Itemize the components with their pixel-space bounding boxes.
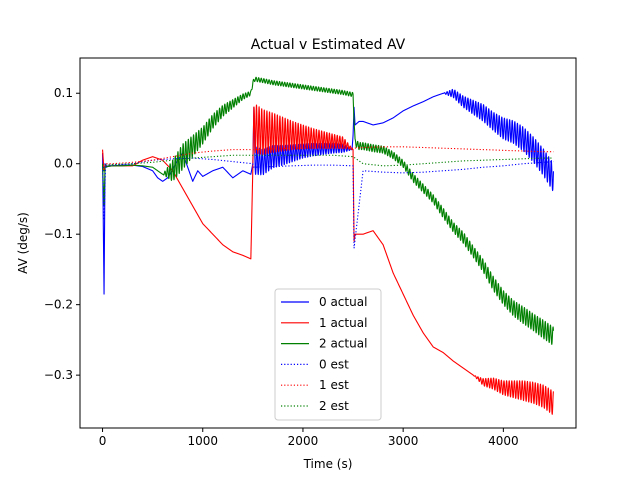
x-axis-label: Time (s)	[303, 457, 353, 471]
y-tick-label: −0.2	[44, 298, 73, 312]
y-axis: −0.3 −0.2 −0.1 0.0 0.1	[44, 86, 80, 382]
y-tick-label: −0.3	[44, 368, 73, 382]
legend-label: 2 actual	[319, 337, 367, 351]
series-line-2-actual	[102, 76, 554, 345]
x-tick-label: 4000	[488, 434, 519, 448]
legend-label: 1 actual	[319, 316, 367, 330]
x-tick-label: 1000	[187, 434, 218, 448]
y-tick-label: 0.1	[54, 86, 73, 100]
x-tick-label: 2000	[288, 434, 319, 448]
legend: 0 actual 1 actual 2 actual 0 est 1 est 2 est	[274, 288, 382, 421]
legend-label: 0 est	[319, 357, 349, 371]
x-tick-label: 0	[99, 434, 107, 448]
legend-box	[274, 288, 382, 421]
series-line-1-actual	[102, 104, 554, 415]
x-tick-label: 3000	[388, 434, 419, 448]
x-axis: 0 1000 2000 3000 4000	[99, 428, 519, 448]
y-axis-label: AV (deg/s)	[16, 212, 30, 274]
legend-label: 1 est	[319, 378, 349, 392]
plot-frame	[79, 57, 577, 429]
legend-label: 0 actual	[319, 295, 367, 309]
series-layer	[102, 76, 554, 415]
y-tick-label: −0.1	[44, 227, 73, 241]
y-tick-label: 0.0	[54, 157, 73, 171]
chart-title: Actual v Estimated AV	[251, 37, 406, 53]
legend-label: 2 est	[319, 399, 349, 413]
